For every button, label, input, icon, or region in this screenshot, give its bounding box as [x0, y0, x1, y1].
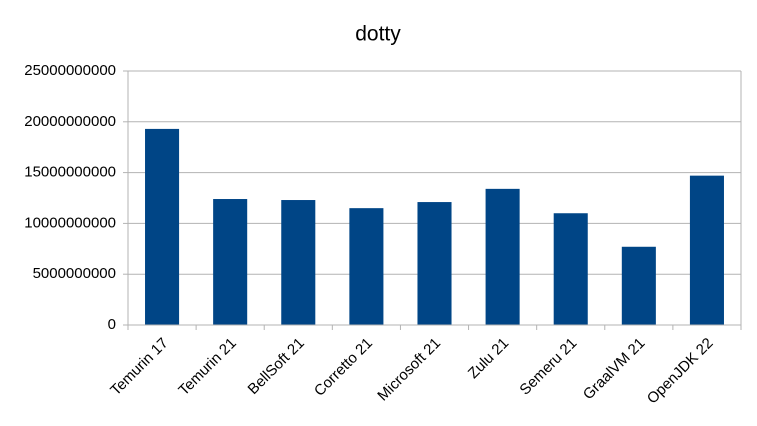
bar — [145, 128, 180, 325]
bar — [349, 208, 384, 325]
bar — [417, 202, 452, 325]
y-tick-label: 20000000000 — [24, 113, 116, 130]
bar — [213, 199, 248, 325]
y-tick-label: 5000000000 — [33, 265, 116, 282]
chart-title: dotty — [355, 23, 401, 46]
y-tick-label: 15000000000 — [24, 164, 116, 181]
bar — [689, 175, 724, 325]
y-tick-label: 0 — [108, 316, 116, 333]
bar — [553, 213, 588, 325]
y-tick-label: 25000000000 — [24, 62, 116, 79]
bar — [621, 246, 656, 325]
bar — [485, 188, 520, 325]
bar — [281, 200, 316, 325]
y-tick-label: 10000000000 — [24, 214, 116, 231]
